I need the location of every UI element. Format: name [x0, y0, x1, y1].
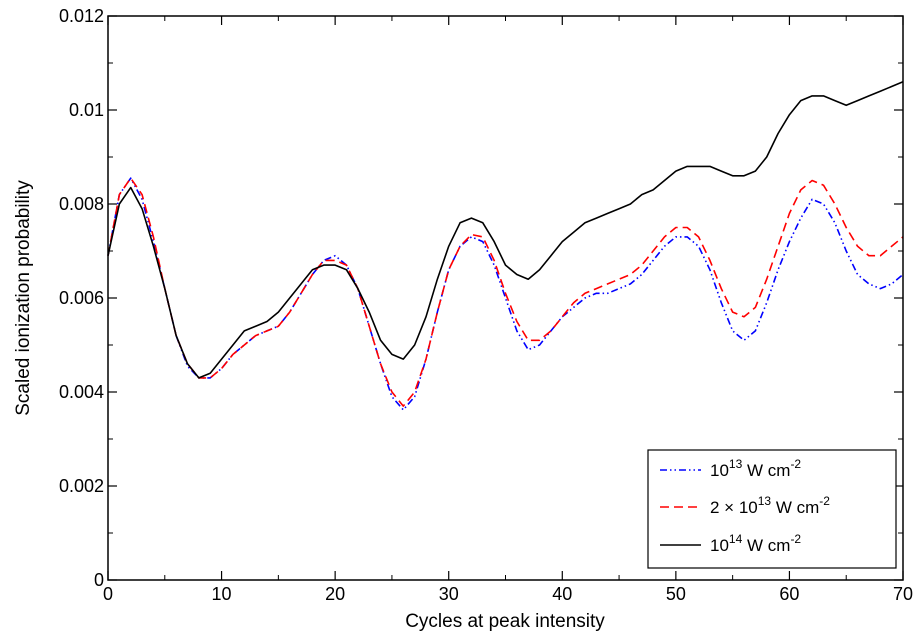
legend: 1013 W cm-2 2 × 1013 W cm-2 1014 W cm-2 — [647, 449, 897, 569]
y-tick-label: 0.01 — [69, 100, 104, 120]
series-line-2 — [107, 177, 904, 407]
x-tick-label: 70 — [893, 584, 913, 604]
y-axis-title: Scaled ionization probability — [13, 180, 34, 416]
y-tick-label: 0 — [94, 570, 104, 590]
axis-ticks: 0 10 20 30 40 50 60 70 0 0.002 0.004 0.006 0.008 0.01… — [59, 6, 913, 604]
x-axis-title: Cycles at peak intensity — [405, 611, 605, 632]
legend-label-series-1: 1013 W cm-2 — [710, 457, 801, 480]
y-tick-label: 0.012 — [59, 6, 104, 26]
y-tick-label: 0.008 — [59, 194, 104, 214]
legend-label-series-3: 1014 W cm-2 — [710, 532, 801, 555]
y-tick-label: 0.004 — [59, 382, 104, 402]
y-tick-label: 0.006 — [59, 288, 104, 308]
legend-label-series-2: 2 × 1013 W cm-2 — [710, 494, 830, 517]
x-tick-label: 50 — [666, 584, 686, 604]
x-tick-label: 40 — [552, 584, 572, 604]
series-line-3 — [107, 81, 904, 379]
x-tick-label: 0 — [103, 584, 113, 604]
y-tick-label: 0.002 — [59, 476, 104, 496]
plot-area-frame — [107, 15, 904, 581]
series-lines — [107, 81, 904, 411]
x-tick-label: 20 — [325, 584, 345, 604]
x-tick-label: 10 — [212, 584, 232, 604]
x-tick-label: 30 — [439, 584, 459, 604]
x-tick-label: 60 — [779, 584, 799, 604]
